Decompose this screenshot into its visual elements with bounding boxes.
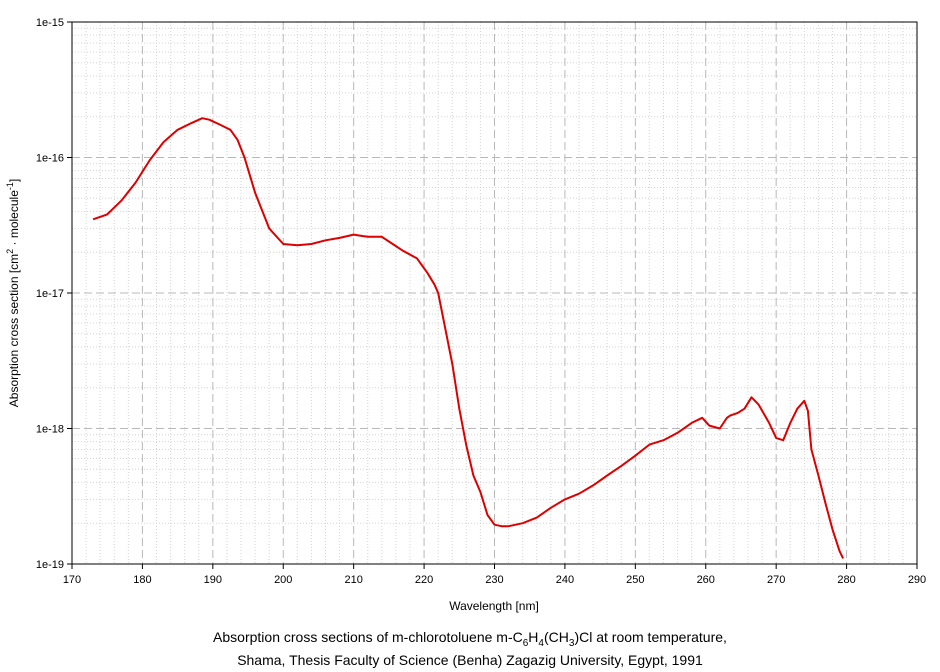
y-axis-label-exp2: -1 [5,182,15,190]
y-axis-ticks: 1e-19 1e-18 1e-17 1e-16 1e-15 [36,17,72,571]
x-tick-label: 200 [274,574,292,586]
y-axis-label-suffix: ] [7,179,21,182]
x-tick-label: 290 [908,574,926,586]
x-tick-label: 240 [556,574,574,586]
caption-text-2: H [528,629,539,645]
x-tick-label: 210 [344,574,362,586]
caption-line-2: Shama, Thesis Faculty of Science (Benha)… [237,652,703,668]
caption-sub-3: 3 [568,637,575,649]
y-axis-label-prefix: Absorption cross section [cm [7,254,21,407]
y-axis-label-exp1: 2 [5,249,15,254]
figure-caption: Absorption cross sections of m-chlorotol… [0,628,940,669]
x-tick-label: 180 [133,574,151,586]
y-tick-label: 1e-17 [36,288,64,300]
x-axis-ticks: 170 180 190 200 210 220 230 240 250 260 270 280 290 [63,564,926,586]
y-axis-label-middle: · molecule [7,190,21,249]
caption-sub-2: 4 [538,637,544,649]
y-axis-label: Absorption cross section [cm2 · molecule… [5,179,21,407]
y-tick-label: 1e-19 [36,559,64,571]
major-grid [72,22,917,564]
x-tick-label: 190 [204,574,222,586]
caption-sub-1: 6 [522,637,529,649]
caption-text-4: )Cl at room temperature, [574,629,727,645]
series-line [92,117,845,559]
x-tick-label: 260 [697,574,715,586]
caption-text-1: Absorption cross sections of m-chlorotol… [213,629,523,645]
x-tick-label: 280 [837,574,855,586]
x-tick-label: 250 [626,574,644,586]
y-tick-label: 1e-18 [36,424,64,436]
y-tick-label: 1e-16 [36,153,64,165]
x-axis-label: Wavelength [nm] [449,599,539,613]
x-tick-label: 170 [63,574,81,586]
x-tick-label: 230 [485,574,503,586]
x-tick-label: 270 [767,574,785,586]
caption-text-3: (CH [543,629,569,645]
y-tick-label: 1e-15 [36,17,64,29]
caption-line-1: Absorption cross sections of m-chlorotol… [0,628,940,649]
x-tick-label: 220 [415,574,433,586]
